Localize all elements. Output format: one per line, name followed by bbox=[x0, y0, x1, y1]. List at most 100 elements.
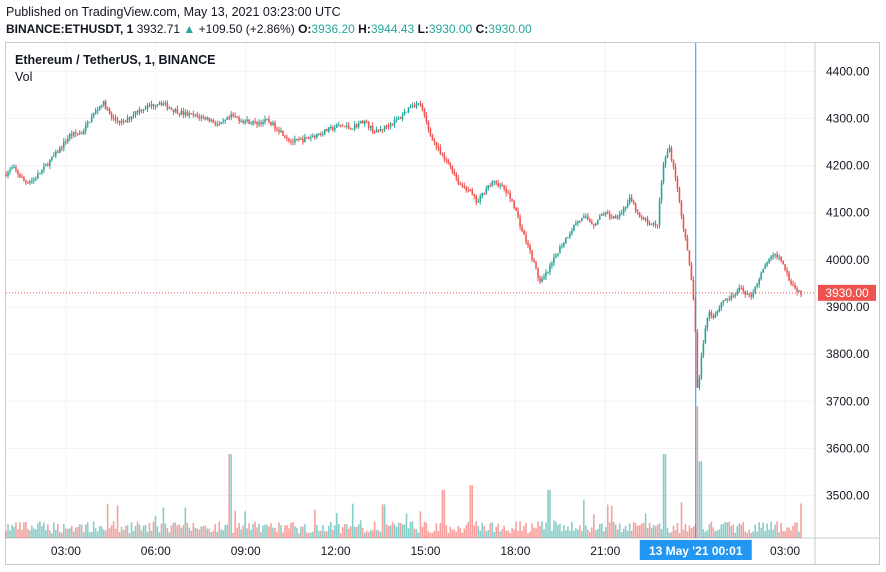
volume-bar bbox=[138, 524, 141, 538]
volume-bar bbox=[331, 529, 334, 538]
volume-bar bbox=[168, 532, 171, 538]
candle-body bbox=[60, 147, 63, 149]
volume-bar bbox=[734, 532, 737, 538]
volume-bar bbox=[116, 505, 119, 538]
y-tick-label: 4300.00 bbox=[826, 111, 870, 125]
candle-body bbox=[11, 167, 13, 170]
candle-body bbox=[764, 264, 766, 269]
candle-body bbox=[238, 117, 240, 122]
candle-body bbox=[712, 315, 715, 319]
volume-bar bbox=[196, 528, 199, 538]
candle-body bbox=[537, 268, 539, 278]
candle-body bbox=[383, 125, 386, 130]
candle-body bbox=[756, 284, 758, 287]
volume-bar bbox=[714, 531, 717, 538]
volume-bar bbox=[465, 524, 468, 538]
volume-bar bbox=[768, 529, 770, 538]
candle-body bbox=[634, 203, 637, 212]
volume-bar bbox=[411, 521, 414, 538]
volume-bar bbox=[664, 454, 667, 538]
volume-bar bbox=[403, 524, 406, 538]
volume-bar bbox=[7, 524, 9, 538]
volume-bar bbox=[437, 530, 440, 538]
candle-body bbox=[604, 212, 607, 215]
candle-body bbox=[53, 155, 55, 157]
volume-bar bbox=[650, 527, 653, 538]
candle-body bbox=[318, 133, 320, 135]
volume-bar bbox=[577, 529, 579, 538]
volume-bar bbox=[509, 532, 511, 538]
volume-bar bbox=[447, 532, 450, 538]
candle-body bbox=[483, 192, 486, 194]
candle-body bbox=[45, 164, 47, 167]
candle-body bbox=[381, 129, 384, 131]
volume-bar bbox=[758, 522, 760, 538]
candle-body bbox=[684, 228, 687, 238]
volume-bar bbox=[258, 523, 260, 538]
volume-bar bbox=[182, 525, 185, 538]
crosshair-time-label: 13 May '21 00:01 bbox=[649, 544, 743, 558]
candle-body bbox=[41, 169, 43, 174]
candle-body bbox=[397, 118, 400, 120]
candle-body bbox=[252, 121, 254, 124]
volume-bar bbox=[206, 528, 209, 538]
candle-body bbox=[166, 103, 169, 109]
volume-bar bbox=[505, 530, 507, 538]
candle-body bbox=[49, 160, 51, 166]
candle-body bbox=[387, 126, 390, 128]
volume-bar bbox=[280, 525, 282, 538]
volume-bar bbox=[449, 526, 452, 538]
volume-bar bbox=[349, 526, 352, 538]
volume-bar bbox=[754, 524, 756, 538]
candle-body bbox=[662, 164, 665, 183]
volume-bar bbox=[82, 532, 85, 538]
volume-bar bbox=[192, 522, 195, 538]
volume-bar bbox=[794, 522, 796, 538]
volume-bar bbox=[393, 524, 396, 538]
volume-bar bbox=[399, 522, 402, 538]
published-line: Published on TradingView.com, May 13, 20… bbox=[6, 5, 341, 19]
candle-body bbox=[260, 122, 262, 124]
chart-frame[interactable] bbox=[5, 42, 880, 565]
candle-body bbox=[585, 216, 587, 218]
volume-bar bbox=[355, 526, 358, 538]
volume-bar bbox=[471, 485, 474, 538]
candle-body bbox=[658, 200, 661, 225]
volume-bar bbox=[58, 531, 61, 538]
candle-body bbox=[690, 264, 693, 280]
volume-bar bbox=[274, 527, 276, 538]
volume-bar bbox=[347, 528, 350, 538]
volume-bar bbox=[122, 529, 125, 538]
candle-body bbox=[258, 122, 260, 125]
volume-bar bbox=[608, 522, 611, 538]
volume-bar bbox=[517, 530, 519, 538]
candle-body bbox=[794, 285, 796, 289]
volume-bar bbox=[525, 522, 527, 538]
candle-body bbox=[314, 135, 316, 138]
candle-body bbox=[17, 170, 19, 175]
volume-bar bbox=[333, 525, 336, 538]
volume-bar bbox=[136, 521, 139, 538]
volume-bar bbox=[616, 529, 619, 538]
volume-bar bbox=[371, 530, 374, 538]
candle-body bbox=[393, 119, 396, 125]
volume-bar bbox=[23, 522, 25, 538]
volume-bar bbox=[72, 531, 75, 538]
volume-bar bbox=[628, 523, 631, 538]
candle-body bbox=[180, 111, 183, 115]
volume-bar bbox=[553, 520, 555, 538]
candle-body bbox=[465, 187, 468, 190]
x-tick-label: 15:00 bbox=[410, 544, 440, 558]
volume-bar bbox=[361, 527, 364, 538]
candle-body bbox=[523, 230, 525, 235]
candle-body bbox=[377, 129, 380, 131]
candle-body bbox=[361, 120, 364, 124]
candle-body bbox=[162, 103, 165, 105]
volume-bar bbox=[724, 522, 727, 538]
change-text: +109.50 (+2.86%) bbox=[198, 22, 295, 36]
candle-body bbox=[431, 135, 434, 141]
volume-bar bbox=[764, 530, 766, 538]
volume-bar bbox=[144, 524, 147, 538]
volume-bar bbox=[284, 525, 286, 538]
